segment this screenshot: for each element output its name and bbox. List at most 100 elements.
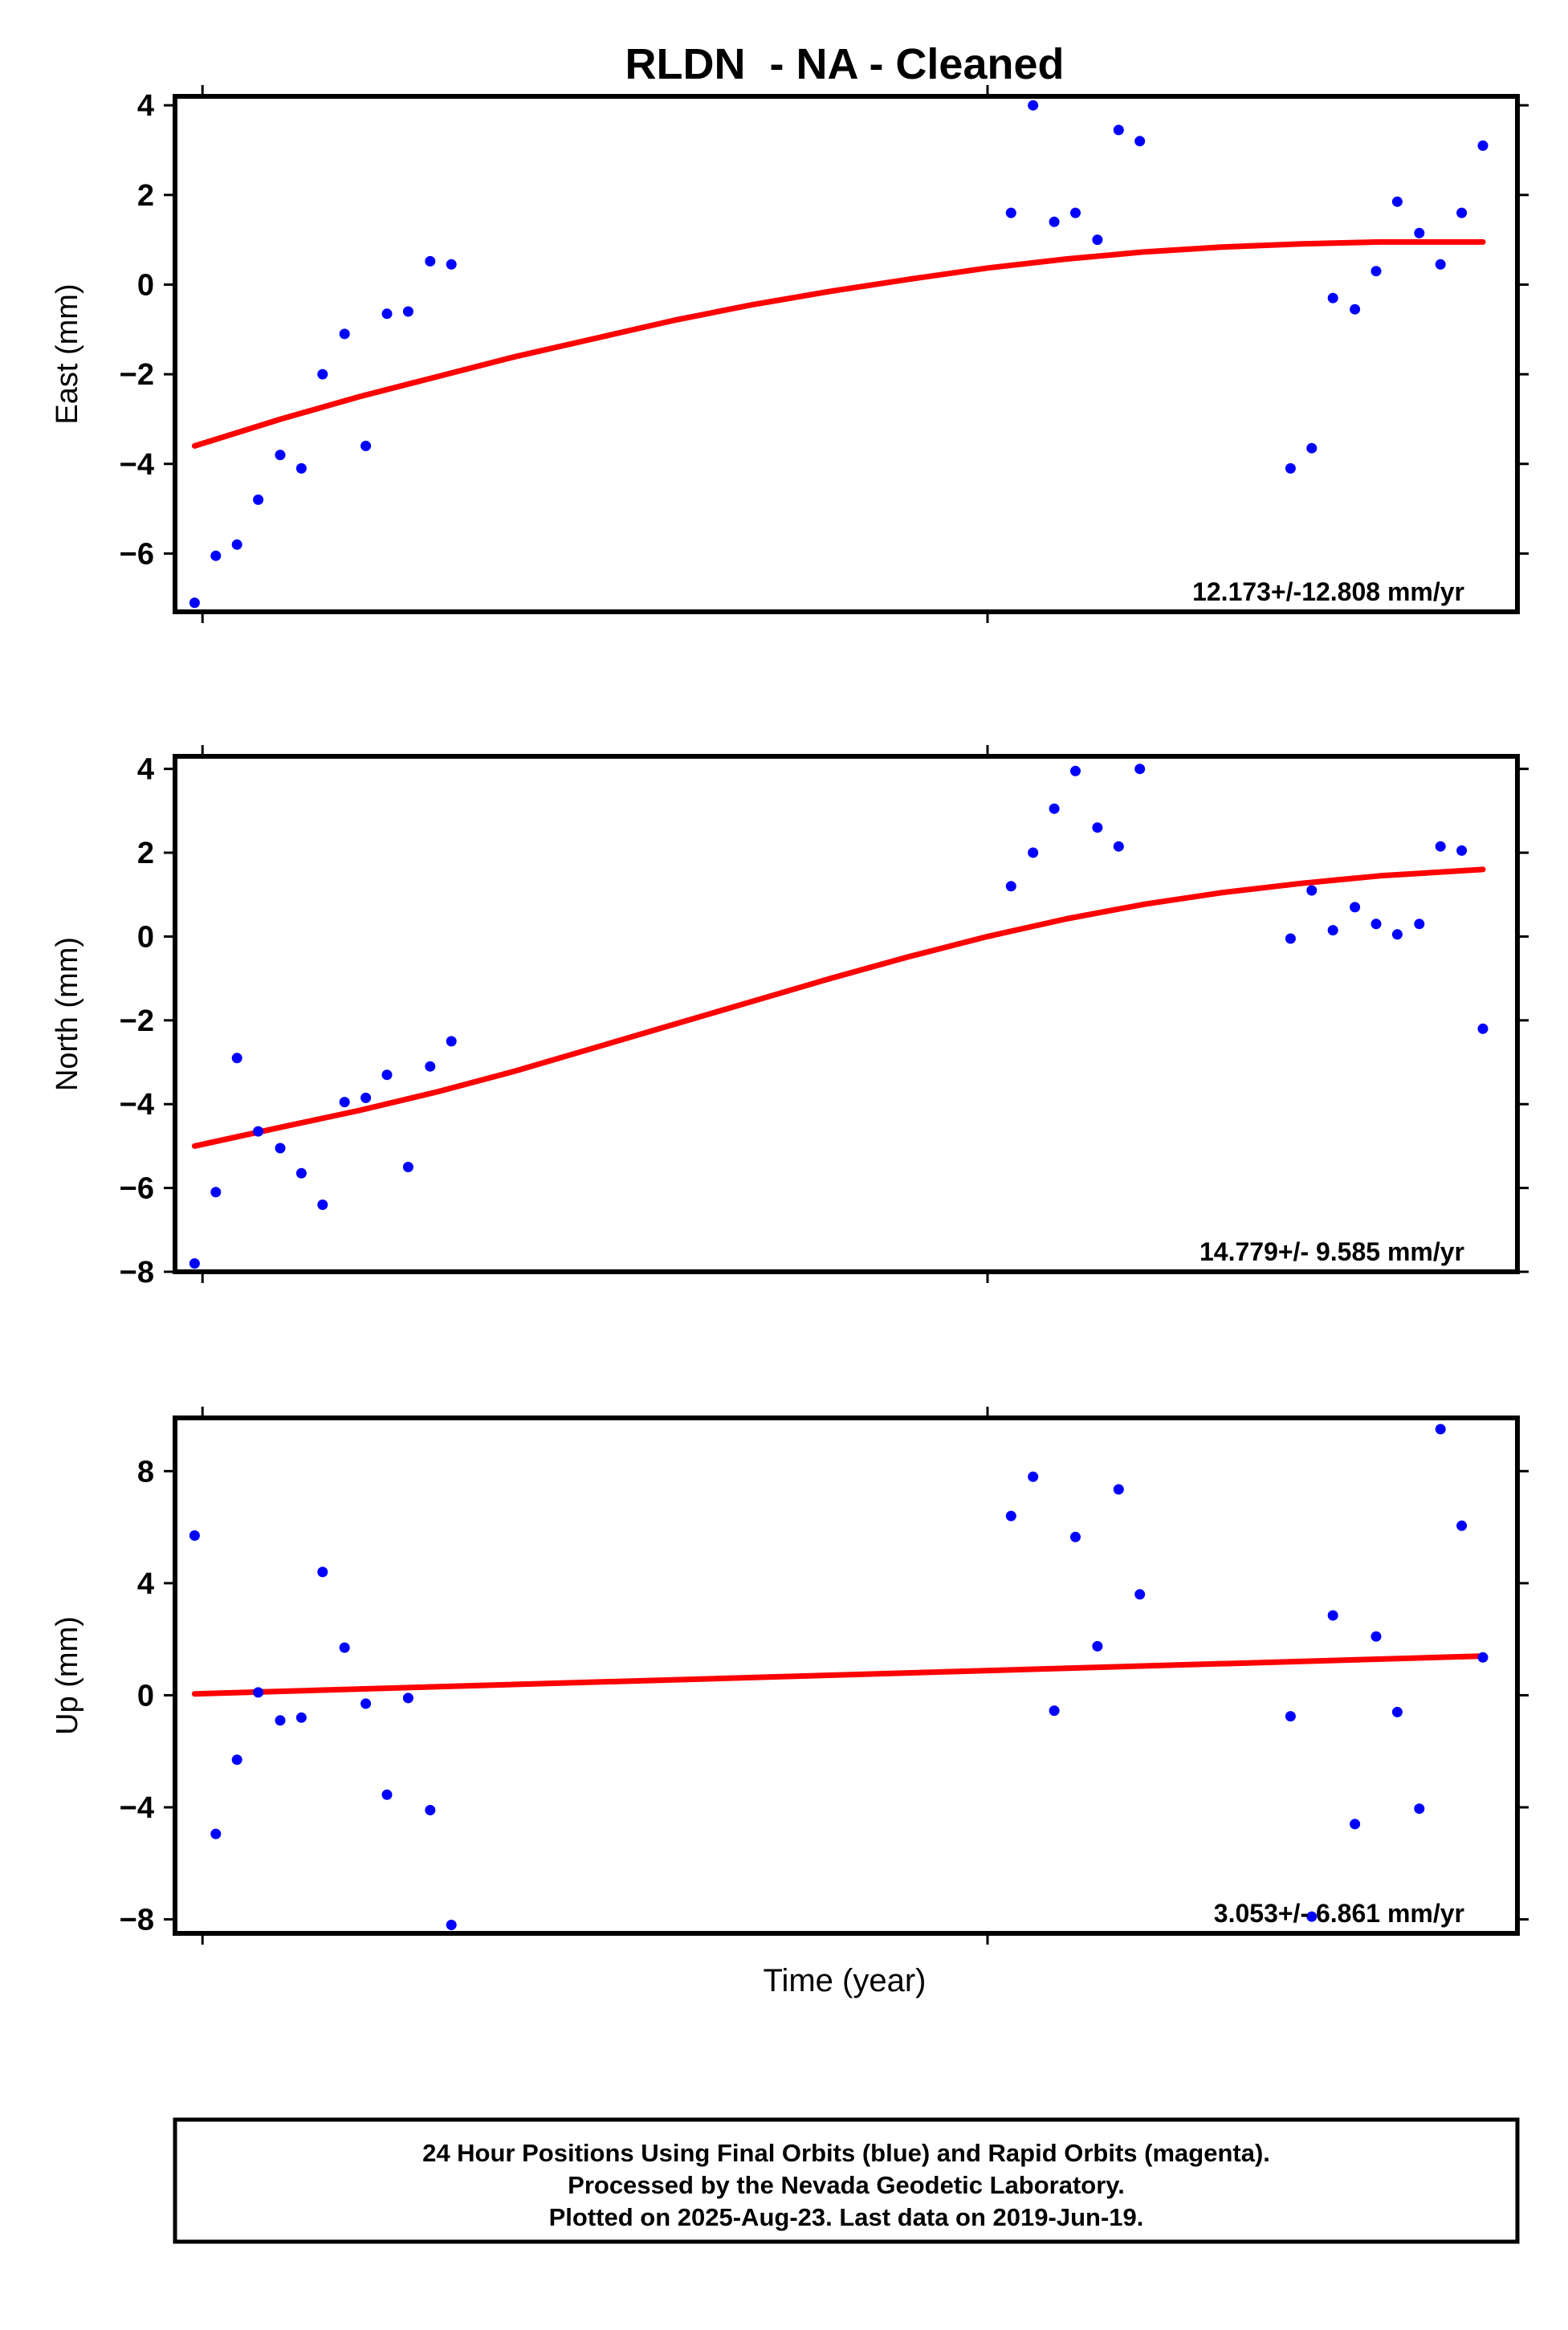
north-data-point [1005,881,1016,892]
footer-frame [173,2117,1520,2244]
footer-line-2: Processed by the Nevada Geodetic Laborat… [568,2171,1125,2199]
up-data-point [295,1712,307,1723]
north-ytick-label: 4 [137,753,154,787]
east-data-point [1070,207,1081,218]
up-data-point [231,1754,242,1766]
east-data-point [1477,140,1489,151]
east-panel: 4 2 0 −2 −4 −6 East (mm) 12.173+/-12.808 mm/yr [51,85,1529,623]
east-data-point [1456,207,1468,218]
north-data-point [1049,803,1060,814]
north-data-point [1285,933,1296,944]
east-rate-label: 12.173+/-12.808 mm/yr [1192,577,1464,606]
east-ytick-label: 4 [137,89,154,123]
north-data-point [1391,929,1403,940]
east-ytick-label: 0 [137,268,154,302]
north-data-point [275,1143,286,1154]
north-data-point [1327,925,1338,936]
up-data-point [189,1530,200,1541]
footer-line-3: Plotted on 2025-Aug-23. Last data on 201… [549,2203,1144,2231]
north-data-point [231,1053,242,1064]
north-data-point [189,1258,200,1269]
up-data-point [1092,1640,1103,1652]
east-data-point [189,597,200,609]
east-data-point [231,539,242,550]
up-fit-line [191,1653,1486,1697]
up-data-point [1070,1531,1081,1542]
north-data-point [381,1069,393,1081]
north-frame [173,754,1520,1274]
up-data-point [1049,1705,1060,1717]
up-data-point [1285,1711,1296,1722]
north-data-point [1435,841,1446,852]
north-data-point [360,1092,372,1103]
up-ytick-label: 0 [137,1679,154,1713]
up-data-point [1134,1589,1146,1600]
east-data-point [339,328,350,340]
north-y-axis-label: North (mm) [51,937,84,1091]
east-data-point [1285,462,1296,474]
east-frame [173,94,1520,614]
east-data-point [1350,303,1361,315]
up-data-point [1456,1520,1468,1531]
east-data-point [275,450,286,461]
east-data-point [1113,124,1124,136]
north-panel: 4 2 0 −2 −4 −6 −8 North (mm) 14.779+/- 9.585 mm/… [51,745,1529,1289]
up-data-point [1327,1610,1338,1621]
up-data-point [1370,1631,1382,1642]
north-data-point [446,1036,457,1047]
north-data-point [210,1187,222,1198]
up-y-axis-label: Up (mm) [51,1616,84,1735]
up-data-point [1306,1911,1318,1922]
north-ytick-label: 0 [137,920,154,954]
up-data-point [210,1828,222,1839]
north-data-point [1134,764,1146,775]
north-data-point [1092,822,1103,833]
east-data-point [1414,227,1425,238]
north-data-point [1306,885,1318,896]
up-data-point [1414,1803,1425,1815]
north-data-point [1113,841,1124,852]
north-data-point [402,1162,413,1172]
east-data-point [210,550,222,561]
north-data-point [295,1167,307,1179]
east-data-point [1327,292,1338,303]
east-plot-area [189,100,1489,609]
up-data-point [425,1805,436,1815]
east-data-point [402,306,413,317]
north-ytick-label: −6 [120,1172,154,1206]
east-data-point [317,369,328,380]
up-data-point [446,1920,457,1930]
up-data-point [339,1642,350,1653]
east-ytick-label: −4 [120,448,154,482]
east-data-point [1370,266,1382,277]
up-panel: 8 4 0 −4 −8 Up (mm) 3.053+/- 6.861 mm/yr [51,1407,1529,1945]
north-data-point [1070,765,1081,776]
up-frame [173,1416,1520,1936]
east-data-point [446,259,457,270]
east-ytick-label: −2 [120,358,154,392]
up-data-point [275,1715,286,1726]
up-data-point [381,1789,393,1800]
up-data-point [402,1693,413,1704]
east-data-point [1134,136,1146,147]
north-data-point [253,1126,264,1137]
east-ytick-label: −6 [120,537,154,571]
footer-box: 24 Hour Positions Using Final Orbits (bl… [173,2117,1520,2244]
up-ytick-label: 4 [137,1567,154,1601]
north-ytick-label: 2 [137,837,154,870]
east-data-point [1435,259,1446,270]
chart-title: RLDN - NA - Cleaned [625,40,1064,88]
east-data-point [253,494,264,505]
east-data-point [1049,216,1060,227]
up-data-point [1350,1819,1361,1830]
east-data-point [1391,196,1403,207]
north-data-point [339,1097,350,1108]
up-ytick-label: −4 [120,1791,154,1825]
east-y-axis-label: East (mm) [51,283,84,424]
east-data-point [381,308,393,320]
north-data-point [425,1061,436,1072]
east-data-point [295,462,307,474]
up-ytick-label: −8 [120,1904,154,1937]
north-ytick-label: −8 [120,1256,154,1289]
